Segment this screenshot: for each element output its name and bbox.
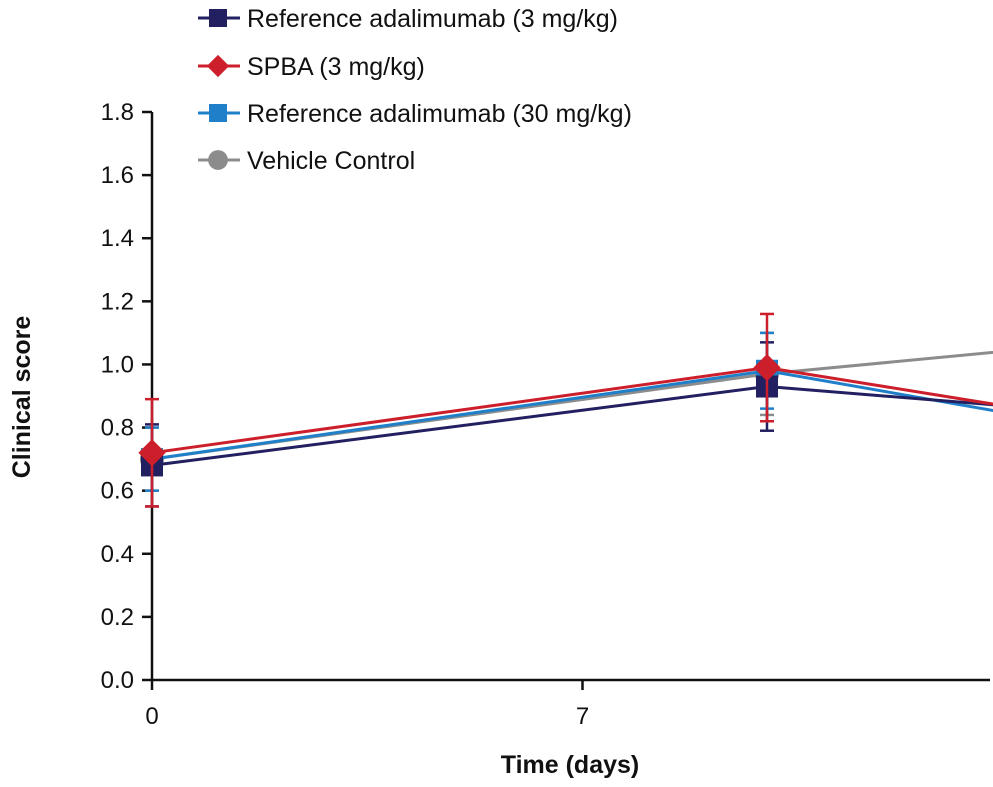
plot-area xyxy=(138,312,993,508)
y-tick-label: 1.0 xyxy=(101,351,134,378)
x-axis-ticks: 0714212835 xyxy=(145,680,589,730)
y-tick-label: 0.8 xyxy=(101,415,134,442)
y-tick-label: 0.2 xyxy=(101,604,134,631)
series-group xyxy=(138,312,993,508)
series-line xyxy=(151,350,993,461)
y-tick-label: 1.8 xyxy=(101,99,134,126)
x-axis-title: Time (days) xyxy=(501,751,639,779)
legend-marker xyxy=(209,104,227,122)
y-tick-label: 0.0 xyxy=(101,667,134,694)
data-point xyxy=(138,439,166,467)
legend-label: SPBA (3 mg/kg) xyxy=(247,53,425,81)
y-axis-title: Clinical score xyxy=(8,316,36,479)
series-group xyxy=(141,341,993,508)
legend-label: Vehicle Control xyxy=(247,147,415,175)
chart-axes: 0.00.20.40.60.81.01.21.41.61.8 071421283… xyxy=(8,99,990,779)
y-tick-label: 0.4 xyxy=(101,541,134,568)
legend-label: Reference adalimumab (30 mg/kg) xyxy=(247,100,632,128)
legend-marker xyxy=(208,150,228,170)
series-group xyxy=(141,331,993,492)
legend-item: Vehicle Control xyxy=(198,147,415,175)
legend-item: SPBA (3 mg/kg) xyxy=(198,53,425,81)
legend-label: Reference adalimumab (3 mg/kg) xyxy=(247,5,618,33)
legend-item: Reference adalimumab (30 mg/kg) xyxy=(198,100,632,128)
chart-legend: Reference adalimumab (3 mg/kg) SPBA (3 mg… xyxy=(198,5,632,175)
y-axis-ticks: 0.0 0.2 0.4 0.6 0.8 1.0 1.2 1.4 1.6 1.8 xyxy=(101,99,152,694)
x-tick-label: 0 xyxy=(145,703,158,730)
y-tick-label: 1.6 xyxy=(101,162,134,189)
x-tick-label: 7 xyxy=(576,703,589,730)
series-line xyxy=(151,366,993,455)
legend-item: Reference adalimumab (3 mg/kg) xyxy=(198,5,618,33)
y-tick-label: 1.4 xyxy=(101,225,134,252)
y-tick-label: 1.2 xyxy=(101,288,134,315)
data-point xyxy=(753,353,781,382)
y-tick-label: 0.6 xyxy=(101,478,134,505)
legend-marker xyxy=(206,54,230,78)
legend-marker xyxy=(209,9,227,27)
